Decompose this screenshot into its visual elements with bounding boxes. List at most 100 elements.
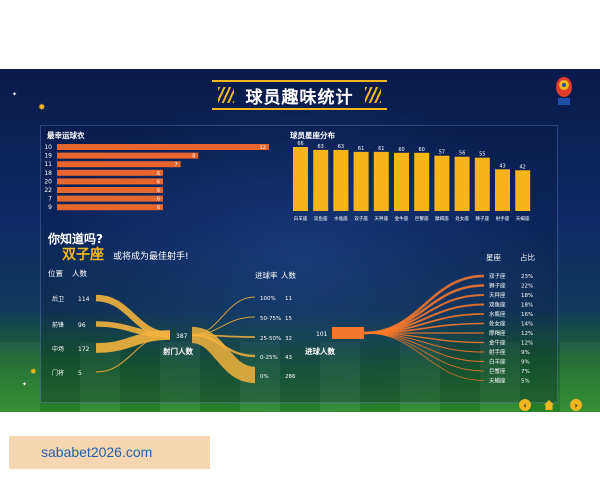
scorers-node (332, 327, 364, 339)
position-label: 前锋 (52, 321, 64, 329)
home-icon[interactable] (543, 399, 555, 411)
jersey-bar (57, 204, 163, 211)
next-button[interactable]: › (570, 399, 582, 411)
zodiac-share-value: 23% (521, 274, 533, 280)
zodiac-share-value: 9% (521, 350, 530, 356)
zodiac-bar (495, 169, 510, 211)
zodiac-tick-label: 狮子座 (475, 215, 489, 222)
jersey-bar (57, 152, 199, 159)
zodiac-share-value: 5% (521, 379, 530, 385)
count-header: 人数 (72, 268, 87, 278)
zodiac-share-label: 天蝎座 (489, 377, 506, 385)
watermark-banner: sababet2026.com (9, 436, 210, 469)
flow-link (190, 326, 257, 384)
jersey-bar (57, 144, 269, 150)
zodiac-value-label: 61 (378, 146, 384, 152)
rate-count: 15 (285, 316, 292, 322)
zodiac-share-label: 白羊座 (489, 358, 506, 366)
zodiac-tick-label: 白羊座 (294, 215, 308, 222)
zodiac-value-label: 55 (479, 152, 485, 158)
zodiac-value-label: 42 (520, 164, 526, 170)
zodiac-tick-label: 摩羯座 (435, 215, 449, 222)
zodiac-share-label: 水瓶座 (489, 310, 506, 318)
jersey-value-label: 6 (157, 205, 160, 211)
pitch-background (0, 342, 600, 412)
zodiac-tick-label: 处女座 (455, 215, 469, 222)
zodiac-share-value: 22% (521, 284, 533, 290)
zodiac-value-label: 60 (419, 147, 425, 153)
sign-header: 星座 (486, 252, 501, 262)
zodiac-value-label: 57 (439, 150, 445, 156)
position-header: 位置 (48, 268, 63, 278)
zodiac-tick-label: 巨蟹座 (415, 215, 429, 222)
zodiac-bar (373, 151, 389, 211)
jersey-tick-label: 19 (44, 153, 52, 160)
zodiac-tick-label: 双子座 (354, 215, 368, 222)
zodiac-chart-title: 球员星座分布 (290, 130, 335, 140)
position-label: 中场 (52, 345, 64, 353)
flow-link (95, 330, 171, 353)
prev-button[interactable]: ‹ (519, 399, 531, 411)
zodiac-share-label: 双子座 (489, 272, 506, 280)
zodiac-value-label: 63 (338, 144, 344, 150)
watermark-text: sababet2026.com (41, 444, 153, 460)
position-count: 114 (78, 296, 90, 303)
did-you-know: 你知道吗? (47, 231, 103, 246)
zodiac-value-label: 43 (499, 163, 505, 169)
jersey-value-label: 8 (192, 154, 195, 160)
zodiac-value-label: 56 (459, 151, 465, 157)
jersey-bar (57, 169, 163, 176)
rate-label: 25-50% (260, 336, 281, 342)
jersey-tick-label: 11 (44, 161, 52, 168)
zodiac-share-value: 18% (521, 303, 533, 309)
rate-header: 进球率 (255, 270, 278, 280)
trophy-logo-icon (556, 77, 572, 105)
jersey-value-label: 7 (174, 162, 177, 168)
jersey-chart-title: 最幸运球衣 (47, 130, 85, 140)
zodiac-tick-label: 金牛座 (395, 215, 409, 222)
jersey-value-label: 6 (157, 197, 160, 203)
star-icon: ✦ (22, 381, 28, 388)
jersey-tick-label: 22 (44, 187, 52, 194)
zodiac-tick-label: 天秤座 (374, 215, 388, 222)
page-title: 球员趣味统计 (245, 87, 354, 108)
rate-label: 100% (260, 296, 276, 302)
rate-label: 50-75% (260, 316, 281, 322)
share-header: 占比 (520, 252, 535, 262)
headline-rest: 或将成为最佳射手! (113, 250, 189, 262)
zodiac-bar (434, 155, 450, 211)
position-label: 门将 (52, 369, 64, 377)
shooters-total: 387 (176, 333, 188, 340)
flow-link (363, 284, 485, 335)
zodiac-bar (394, 152, 409, 211)
jersey-value-label: 6 (157, 188, 160, 194)
flow-link (95, 334, 171, 373)
jersey-value-label: 12 (260, 145, 266, 151)
zodiac-share-value: 9% (521, 360, 530, 366)
infographic-stage: ✦ ✸ ✦ ✸ 球员趣味统计 最幸运球衣 球员星座分布 10 12 19 8 11 7 18… (0, 69, 600, 412)
zodiac-bar (474, 157, 490, 211)
zodiac-bar (414, 152, 430, 211)
zodiac-bar (515, 170, 531, 211)
rate-label: 0% (260, 374, 269, 380)
zodiac-value-label: 66 (297, 141, 303, 147)
flow-link (363, 332, 485, 372)
zodiac-bar (454, 156, 470, 211)
rate-label: 0-25% (260, 355, 278, 361)
zodiac-tick-label: 天蝎座 (516, 215, 530, 222)
headline-sign: 双子座 (62, 246, 104, 263)
zodiac-bar (293, 147, 308, 211)
zodiac-share-label: 金牛座 (489, 339, 506, 347)
jersey-value-label: 6 (157, 171, 160, 177)
zodiac-share-value: 7% (521, 369, 530, 375)
position-label: 后卫 (52, 295, 64, 303)
title-banner: 球员趣味统计 (212, 80, 387, 110)
jersey-bar (57, 161, 181, 168)
zodiac-share-label: 天秤座 (489, 291, 506, 299)
zodiac-value-label: 61 (358, 146, 364, 152)
rate-count-header: 人数 (281, 270, 296, 280)
zodiac-share-value: 18% (521, 293, 533, 299)
jersey-tick-label: 20 (44, 178, 52, 185)
zodiac-value-label: 63 (318, 144, 324, 150)
